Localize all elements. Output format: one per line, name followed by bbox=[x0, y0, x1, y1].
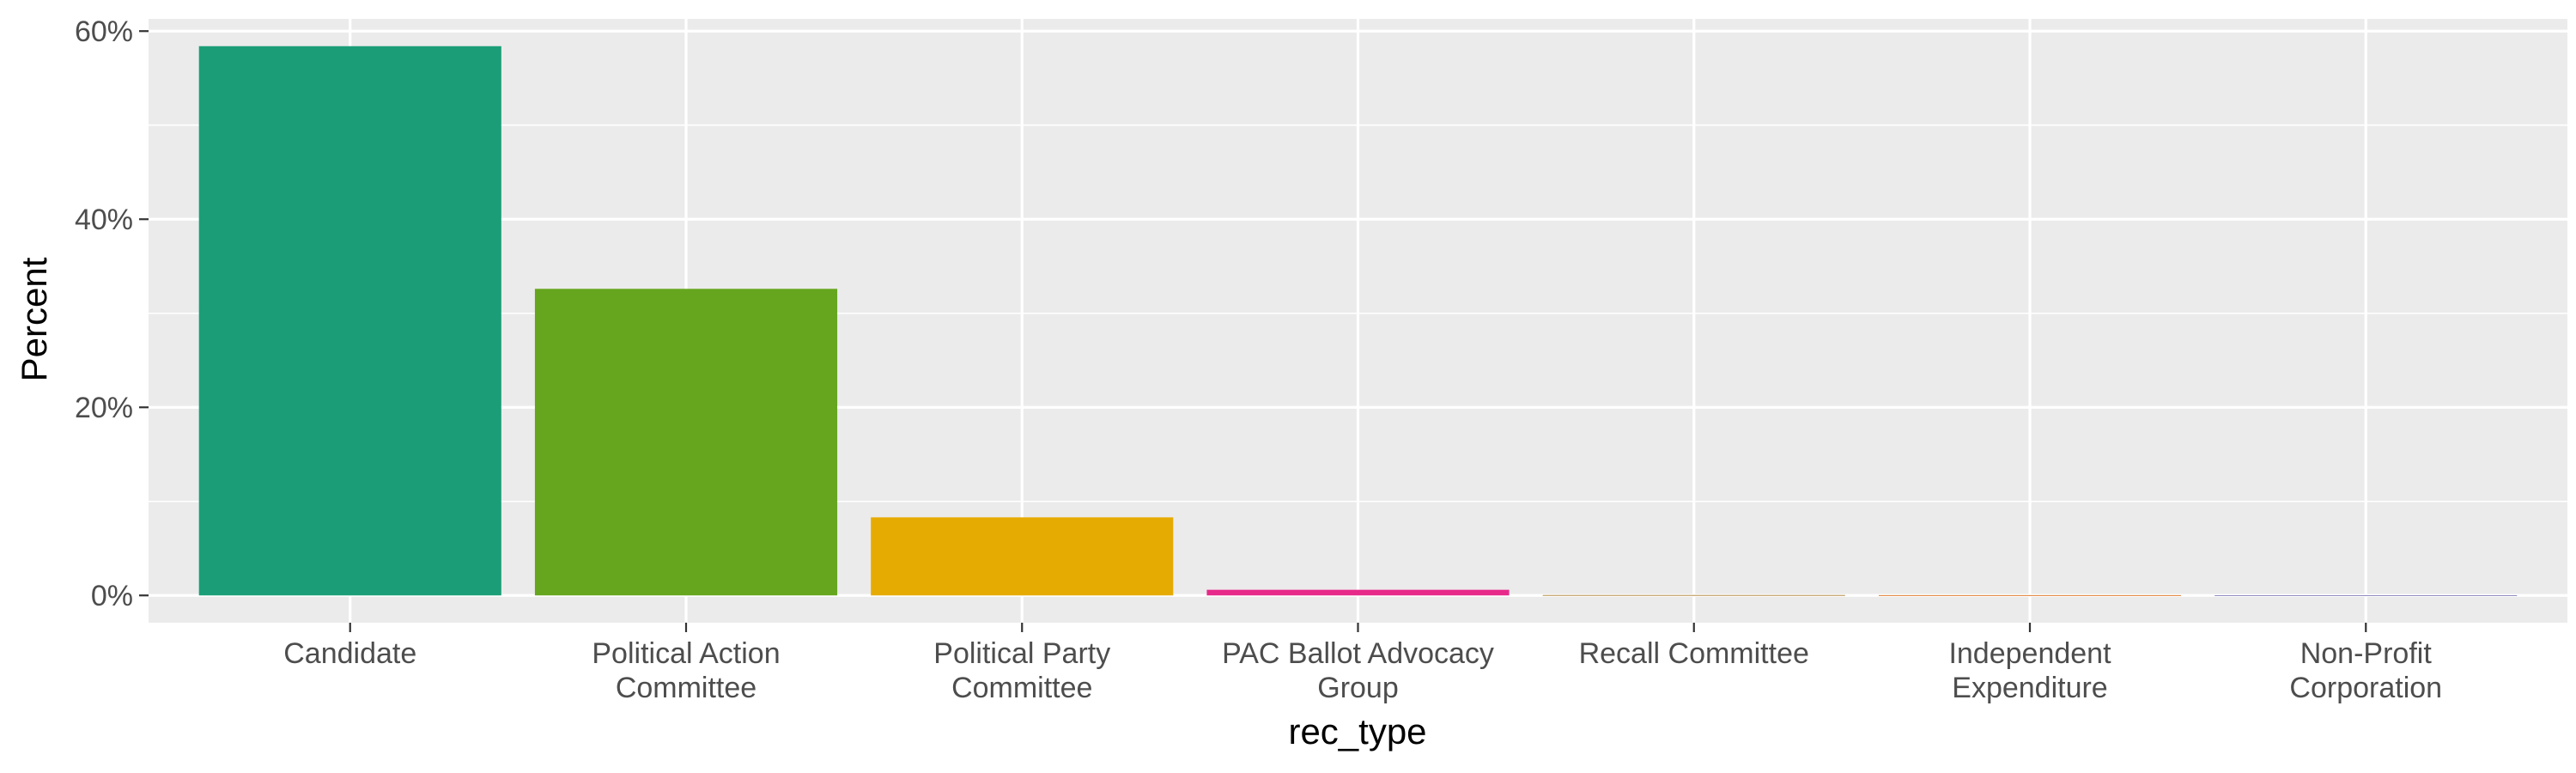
x-tick-label: Political Action Committee bbox=[592, 637, 780, 704]
x-tick-label-line: Independent bbox=[1948, 637, 2111, 670]
y-axis-title: Percent bbox=[14, 257, 54, 381]
x-tick-label: Candidate bbox=[283, 637, 416, 670]
x-tick-label: PAC Ballot Advocacy Group bbox=[1222, 637, 1494, 704]
x-tick-label: Political Party Committee bbox=[933, 637, 1110, 704]
x-tick-label-line: Expenditure bbox=[1952, 672, 2107, 704]
x-tick-label-line: PAC Ballot Advocacy bbox=[1222, 637, 1494, 670]
bar-recall-committee bbox=[1542, 594, 1845, 596]
x-tick-label-line: Corporation bbox=[2289, 672, 2442, 704]
bars bbox=[198, 46, 2518, 596]
y-tick-label: 20% bbox=[75, 392, 133, 424]
bar-pac-ballot-advocacy-group bbox=[1206, 589, 1510, 596]
x-tick-label: Non-Profit Corporation bbox=[2289, 637, 2442, 704]
bar-candidate bbox=[198, 46, 501, 596]
x-tick-label: Independent Expenditure bbox=[1948, 637, 2111, 704]
x-axis: Candidate Political Action CommitteePoliti… bbox=[283, 623, 2442, 704]
bar-political-action-committee bbox=[534, 289, 838, 596]
x-tick-label-line: Non-Profit bbox=[2300, 637, 2433, 670]
y-tick-label: 40% bbox=[75, 204, 133, 236]
x-tick-label: Recall Committee bbox=[1579, 637, 1809, 670]
bar-independent-expenditure bbox=[1878, 594, 2182, 596]
bar-non-profit-corporation bbox=[2215, 595, 2518, 596]
x-tick-label-line: Group bbox=[1317, 672, 1399, 704]
y-tick-label: 0% bbox=[91, 580, 133, 612]
x-tick-label-line: Committee bbox=[951, 672, 1092, 704]
x-tick-label-line: Committee bbox=[616, 672, 756, 704]
y-tick-label: 60% bbox=[75, 15, 133, 48]
bar-political-party-committee bbox=[871, 517, 1174, 596]
x-tick-label-line: Candidate bbox=[283, 637, 416, 670]
y-axis: 0% 20% 40% 60% bbox=[75, 15, 149, 612]
x-tick-label-line: Political Party bbox=[933, 637, 1110, 670]
x-tick-label-line: Political Action bbox=[592, 637, 780, 670]
x-axis-title: rec_type bbox=[1288, 711, 1426, 752]
x-tick-label-line: Recall Committee bbox=[1579, 637, 1809, 670]
